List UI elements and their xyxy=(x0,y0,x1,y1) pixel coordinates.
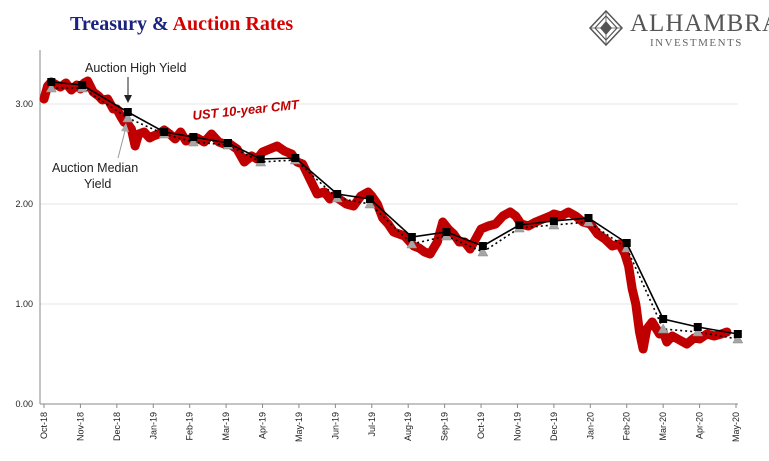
y-tick-label-0: 0.00 xyxy=(15,399,33,409)
median-point-0 xyxy=(45,82,57,93)
x-tick-label-19: May-20 xyxy=(731,412,741,442)
annotation-high-arrowhead xyxy=(124,95,132,103)
high-point-17 xyxy=(659,315,668,323)
median-point-12 xyxy=(477,246,489,257)
x-tick-label-12: Oct-19 xyxy=(476,412,486,439)
chart-title: Treasury & Auction Rates xyxy=(70,13,293,36)
y-tick-label-1: 1.00 xyxy=(15,299,33,309)
high-point-18 xyxy=(693,323,702,331)
x-tick-label-7: May-19 xyxy=(294,412,304,442)
gridlines xyxy=(40,103,738,305)
high-point-3 xyxy=(160,128,169,136)
x-tick-label-11: Sep-19 xyxy=(440,412,450,441)
y-tick-label-3: 3.00 xyxy=(15,99,33,109)
high-point-14 xyxy=(549,217,558,225)
x-tick-label-16: Feb-20 xyxy=(622,412,632,441)
high-point-16 xyxy=(622,239,631,247)
x-tick-label-18: Apr-20 xyxy=(695,412,705,439)
annotation-median-line1: Auction Median xyxy=(52,161,138,175)
median-point-2 xyxy=(122,112,134,123)
x-tick-label-3: Jan-19 xyxy=(148,412,158,440)
annotation-high-yield: Auction High Yield xyxy=(85,61,187,75)
x-tick-label-10: Aug-19 xyxy=(403,412,413,441)
high-point-12 xyxy=(478,242,487,250)
x-tick-label-6: Apr-19 xyxy=(258,412,268,439)
annotation-cmt: UST 10-year CMT xyxy=(192,97,301,123)
high-point-10 xyxy=(407,233,416,241)
median-point-17 xyxy=(657,323,669,334)
high-point-15 xyxy=(584,214,593,222)
y-tick-label-2: 2.00 xyxy=(15,199,33,209)
high-point-6 xyxy=(256,155,265,163)
high-point-8 xyxy=(333,190,342,198)
x-tick-labels: Oct-18 Nov-18 Dec-18 Jan-19 Feb-19 Mar-19 Apr-… xyxy=(39,404,741,442)
title-part-1: Treasury & xyxy=(70,13,173,35)
high-point-7 xyxy=(291,154,300,162)
x-tick-label-5: Mar-19 xyxy=(221,412,231,441)
high-point-19 xyxy=(733,330,742,338)
annotation-median-arrow xyxy=(117,130,126,159)
high-point-11 xyxy=(442,228,451,236)
high-point-5 xyxy=(223,139,232,147)
x-tick-label-4: Feb-19 xyxy=(185,412,195,441)
high-point-1 xyxy=(78,81,87,89)
x-tick-label-15: Jan-20 xyxy=(585,412,595,440)
diamond-logo-icon xyxy=(588,9,624,47)
x-tick-label-13: Nov-19 xyxy=(512,412,522,441)
high-line xyxy=(51,81,738,335)
x-tick-label-1: Nov-18 xyxy=(75,412,85,441)
series-layer xyxy=(39,76,744,354)
x-tick-label-14: Dec-19 xyxy=(549,412,559,441)
high-point-4 xyxy=(189,133,198,141)
high-point-2 xyxy=(123,108,132,116)
median-line xyxy=(51,87,738,340)
annotation-median-line2: Yield xyxy=(84,177,111,191)
high-point-9 xyxy=(365,195,374,203)
high-point-0 xyxy=(47,78,56,86)
x-tick-label-0: Oct-18 xyxy=(39,412,49,439)
annotation-median-arrowhead xyxy=(121,123,129,132)
logo-brand: ALHAMBRA xyxy=(630,10,769,37)
median-point-4 xyxy=(187,136,199,147)
x-tick-label-8: Jun-19 xyxy=(330,412,340,440)
median-point-19 xyxy=(732,333,744,344)
y-tick-labels: 0.00 1.00 2.00 3.00 xyxy=(15,99,33,409)
x-tick-label-17: Mar-20 xyxy=(658,412,668,441)
x-tick-label-2: Dec-18 xyxy=(112,412,122,441)
high-point-13 xyxy=(515,221,524,229)
title-part-2: Auction Rates xyxy=(172,13,294,35)
median-point-18 xyxy=(692,326,704,337)
median-point-10 xyxy=(406,238,418,249)
alhambra-logo: ALHAMBRA INVESTMENTS xyxy=(588,9,769,50)
median-point-9 xyxy=(364,198,376,209)
logo-sub: INVESTMENTS xyxy=(650,37,743,49)
x-tick-label-9: Jul-19 xyxy=(367,412,377,437)
cmt-line xyxy=(39,76,732,354)
